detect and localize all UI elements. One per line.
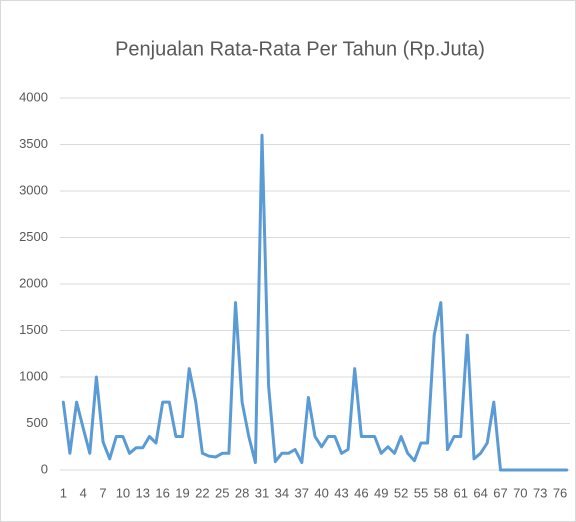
y-tick-label: 2500: [19, 229, 48, 244]
line-series: [61, 133, 569, 472]
x-tick-label: 25: [215, 485, 229, 500]
y-tick-label: 1000: [19, 368, 48, 383]
y-tick-label: 4000: [19, 89, 48, 104]
y-tick-label: 3000: [19, 182, 48, 197]
x-tick-label: 1: [60, 485, 67, 500]
x-tick-label: 73: [533, 485, 547, 500]
x-tick-label: 64: [473, 485, 487, 500]
x-tick-label: 13: [136, 485, 150, 500]
x-tick-label: 22: [195, 485, 209, 500]
y-tick-label: 0: [41, 461, 48, 476]
x-tick-label: 76: [553, 485, 567, 500]
x-tick-label: 4: [80, 485, 87, 500]
x-tick-label: 10: [116, 485, 130, 500]
y-tick-label: 500: [26, 415, 48, 430]
x-tick-label: 31: [255, 485, 269, 500]
x-tick-label: 43: [334, 485, 348, 500]
x-tick-label: 58: [434, 485, 448, 500]
x-tick-label: 40: [314, 485, 328, 500]
x-tick-label: 55: [414, 485, 428, 500]
x-tick-label: 7: [99, 485, 106, 500]
y-tick-label: 3500: [19, 136, 48, 151]
x-tick-label: 67: [493, 485, 507, 500]
y-tick-label: 1500: [19, 322, 48, 337]
x-tick-label: 28: [235, 485, 249, 500]
x-tick-label: 49: [374, 485, 388, 500]
x-tick-label: 37: [295, 485, 309, 500]
y-tick-label: 2000: [19, 275, 48, 290]
x-tick-label: 19: [175, 485, 189, 500]
x-tick-label: 70: [513, 485, 527, 500]
x-tick-label: 52: [394, 485, 408, 500]
x-tick-label: 16: [155, 485, 169, 500]
x-tick-label: 46: [354, 485, 368, 500]
chart-title: Penjualan Rata-Rata Per Tahun (Rp.Juta): [115, 38, 485, 60]
x-tick-label: 61: [453, 485, 467, 500]
x-tick-label: 34: [275, 485, 289, 500]
